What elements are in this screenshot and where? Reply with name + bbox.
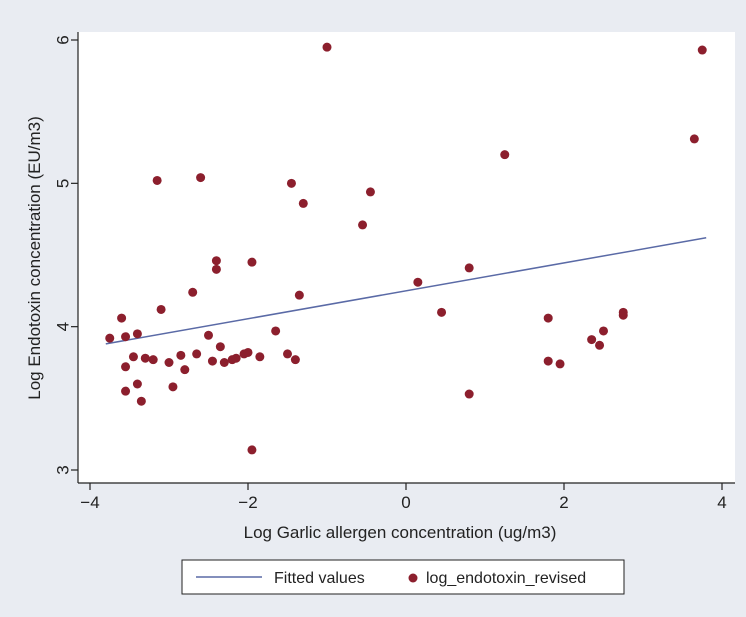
data-point bbox=[121, 362, 131, 372]
data-point bbox=[231, 353, 241, 363]
y-tick-label: 6 bbox=[53, 35, 72, 44]
data-point bbox=[117, 313, 127, 323]
x-axis-title: Log Garlic allergen concentration (ug/m3… bbox=[244, 523, 557, 542]
x-tick-label: 4 bbox=[717, 493, 726, 512]
data-point bbox=[365, 187, 375, 197]
fitted-line-layer bbox=[105, 237, 707, 345]
data-point bbox=[132, 379, 142, 389]
data-point bbox=[204, 330, 213, 340]
data-point bbox=[192, 349, 202, 359]
data-point bbox=[543, 313, 553, 323]
data-point bbox=[286, 178, 296, 188]
data-point bbox=[271, 326, 281, 336]
data-point bbox=[298, 198, 308, 208]
data-point bbox=[176, 350, 186, 360]
data-point bbox=[219, 358, 229, 367]
x-tick-label: −2 bbox=[238, 493, 257, 512]
data-point bbox=[121, 332, 131, 342]
data-point bbox=[255, 352, 265, 362]
legend-label-points: log_endotoxin_revised bbox=[426, 570, 586, 587]
data-point bbox=[243, 347, 253, 357]
data-point bbox=[294, 290, 304, 300]
y-axis-title: Log Endotoxin concentration (EU/m3) bbox=[25, 116, 44, 400]
data-point bbox=[105, 333, 115, 343]
data-point bbox=[196, 173, 206, 183]
data-point bbox=[152, 175, 162, 185]
data-point bbox=[543, 356, 553, 366]
data-point bbox=[188, 287, 198, 297]
data-point bbox=[247, 445, 257, 455]
data-point bbox=[413, 277, 423, 287]
x-tick-label: −4 bbox=[80, 493, 99, 512]
data-points-layer bbox=[105, 42, 707, 455]
data-point bbox=[697, 45, 707, 55]
data-point bbox=[500, 150, 510, 160]
data-point bbox=[148, 355, 158, 365]
data-point bbox=[211, 256, 221, 266]
legend-label-fitted: Fitted values bbox=[274, 570, 365, 587]
data-point bbox=[164, 358, 174, 367]
data-point bbox=[555, 359, 565, 369]
data-point bbox=[215, 342, 225, 352]
data-point bbox=[128, 352, 138, 362]
y-tick-label: 4 bbox=[53, 322, 72, 331]
y-tick-label: 3 bbox=[53, 465, 72, 474]
plot-area bbox=[78, 32, 735, 483]
fitted-values-line bbox=[105, 237, 707, 345]
data-point bbox=[437, 307, 447, 317]
data-point bbox=[464, 263, 474, 273]
data-point bbox=[290, 355, 300, 365]
data-point bbox=[599, 326, 608, 336]
data-point bbox=[121, 386, 131, 396]
data-point bbox=[247, 257, 257, 267]
data-point bbox=[618, 307, 628, 317]
data-point bbox=[207, 356, 217, 366]
data-point bbox=[587, 335, 597, 345]
y-axis-ticks: 3 4 5 6 bbox=[53, 35, 78, 475]
data-point bbox=[283, 349, 292, 359]
data-point bbox=[689, 134, 699, 144]
x-tick-label: 0 bbox=[401, 493, 410, 512]
data-point bbox=[322, 42, 332, 52]
data-point bbox=[132, 329, 142, 339]
x-tick-label: 2 bbox=[559, 493, 568, 512]
data-point bbox=[136, 396, 146, 406]
data-point bbox=[168, 382, 178, 392]
data-point bbox=[156, 304, 166, 314]
data-point bbox=[211, 264, 221, 274]
data-point bbox=[464, 389, 474, 399]
data-point bbox=[358, 220, 368, 230]
legend: Fitted values log_endotoxin_revised bbox=[181, 559, 625, 595]
legend-point-swatch bbox=[408, 573, 418, 583]
x-axis-ticks: −4 −2 0 2 4 bbox=[80, 483, 727, 512]
y-tick-label: 5 bbox=[53, 179, 72, 188]
data-point bbox=[180, 365, 190, 375]
data-point bbox=[140, 353, 150, 363]
data-point bbox=[595, 340, 605, 350]
